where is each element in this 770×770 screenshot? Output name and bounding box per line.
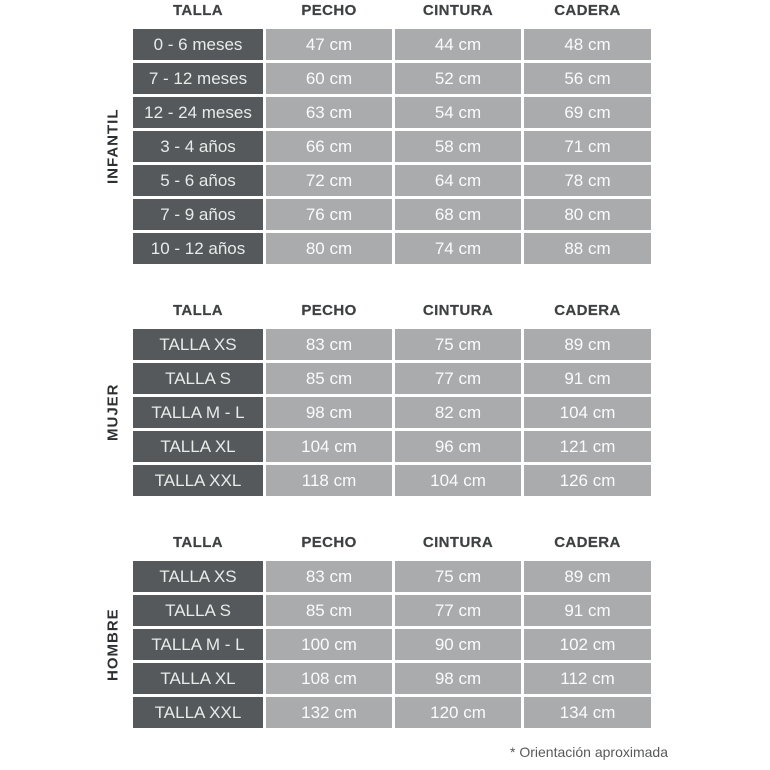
row-label: 0 - 6 meses — [133, 29, 263, 60]
value-cell: 60 cm — [266, 63, 392, 94]
value-cell: 98 cm — [266, 397, 392, 428]
value-cell: 69 cm — [524, 97, 651, 128]
value-cell: 126 cm — [524, 465, 651, 496]
column-header-pecho: PECHO — [301, 534, 357, 551]
value-cell: 75 cm — [395, 561, 521, 592]
value-cell: 63 cm — [266, 97, 392, 128]
value-cell: 118 cm — [266, 465, 392, 496]
value-cell: 54 cm — [395, 97, 521, 128]
column-header-talla: TALLA — [172, 534, 224, 551]
value-cell: 108 cm — [266, 663, 392, 694]
value-cell: 68 cm — [395, 199, 521, 230]
size-section-mujer: TALLA PECHO CINTURA CADERA MUJER TALLA X… — [105, 302, 651, 496]
value-cell: 91 cm — [524, 595, 651, 626]
value-cell: 58 cm — [395, 131, 521, 162]
value-cell: 64 cm — [395, 165, 521, 196]
footnote: * Orientación aproximada — [510, 744, 668, 760]
value-cell: 75 cm — [395, 329, 521, 360]
value-cell: 78 cm — [524, 165, 651, 196]
value-cell: 56 cm — [524, 63, 651, 94]
column-header-cintura: CINTURA — [422, 2, 494, 19]
row-label: TALLA M - L — [133, 397, 263, 428]
size-section-hombre: TALLA PECHO CINTURA CADERA HOMBRE TALLA … — [105, 534, 651, 728]
size-section-infantil: TALLA PECHO CINTURA CADERA INFANTIL 0 - … — [105, 2, 651, 264]
column-header-cintura: CINTURA — [422, 302, 494, 319]
value-cell: 77 cm — [395, 595, 521, 626]
value-cell: 90 cm — [395, 629, 521, 660]
row-label: TALLA M - L — [133, 629, 263, 660]
size-table-hombre: TALLA XS 83 cm 75 cm 89 cm TALLA S 85 cm 77 cm… — [133, 561, 651, 728]
value-cell: 104 cm — [395, 465, 521, 496]
row-label: TALLA XS — [133, 329, 263, 360]
value-cell: 80 cm — [524, 199, 651, 230]
value-cell: 104 cm — [524, 397, 651, 428]
section-label-infantil: INFANTIL — [104, 108, 122, 185]
size-table-mujer: TALLA XS 83 cm 75 cm 89 cm TALLA S 85 cm 77 cm… — [133, 329, 651, 496]
value-cell: 82 cm — [395, 397, 521, 428]
column-header-pecho: PECHO — [301, 302, 357, 319]
value-cell: 83 cm — [266, 329, 392, 360]
value-cell: 71 cm — [524, 131, 651, 162]
row-label: TALLA XL — [133, 431, 263, 462]
value-cell: 91 cm — [524, 363, 651, 394]
value-cell: 112 cm — [524, 663, 651, 694]
value-cell: 47 cm — [266, 29, 392, 60]
row-label: TALLA XL — [133, 663, 263, 694]
value-cell: 83 cm — [266, 561, 392, 592]
size-chart: TALLA PECHO CINTURA CADERA INFANTIL 0 - … — [105, 2, 651, 728]
section-label-hombre: HOMBRE — [104, 608, 122, 681]
value-cell: 85 cm — [266, 595, 392, 626]
value-cell: 74 cm — [395, 233, 521, 264]
value-cell: 102 cm — [524, 629, 651, 660]
row-label: TALLA S — [133, 595, 263, 626]
value-cell: 66 cm — [266, 131, 392, 162]
value-cell: 52 cm — [395, 63, 521, 94]
value-cell: 89 cm — [524, 329, 651, 360]
row-label: TALLA XS — [133, 561, 263, 592]
row-label: 5 - 6 años — [133, 165, 263, 196]
row-label: 3 - 4 años — [133, 131, 263, 162]
column-header-cintura: CINTURA — [422, 534, 494, 551]
value-cell: 77 cm — [395, 363, 521, 394]
row-label: 7 - 12 meses — [133, 63, 263, 94]
size-table-body-wrap: HOMBRE TALLA XS 83 cm 75 cm 89 cm TALLA S 85 … — [105, 561, 651, 728]
column-header-row: TALLA PECHO CINTURA CADERA — [133, 534, 651, 552]
value-cell: 72 cm — [266, 165, 392, 196]
value-cell: 48 cm — [524, 29, 651, 60]
value-cell: 104 cm — [266, 431, 392, 462]
column-header-cadera: CADERA — [554, 2, 621, 19]
column-header-cadera: CADERA — [554, 534, 621, 551]
value-cell: 89 cm — [524, 561, 651, 592]
size-table-infantil: 0 - 6 meses 47 cm 44 cm 48 cm 7 - 12 meses 60… — [133, 29, 651, 264]
value-cell: 88 cm — [524, 233, 651, 264]
column-header-cadera: CADERA — [554, 302, 621, 319]
column-header-talla: TALLA — [172, 302, 224, 319]
row-label: 10 - 12 años — [133, 233, 263, 264]
value-cell: 76 cm — [266, 199, 392, 230]
value-cell: 80 cm — [266, 233, 392, 264]
value-cell: 134 cm — [524, 697, 651, 728]
row-label: 7 - 9 años — [133, 199, 263, 230]
row-label: TALLA XXL — [133, 697, 263, 728]
column-header-row: TALLA PECHO CINTURA CADERA — [133, 2, 651, 20]
column-header-pecho: PECHO — [301, 2, 357, 19]
row-label: TALLA S — [133, 363, 263, 394]
value-cell: 132 cm — [266, 697, 392, 728]
value-cell: 98 cm — [395, 663, 521, 694]
value-cell: 120 cm — [395, 697, 521, 728]
size-table-body-wrap: MUJER TALLA XS 83 cm 75 cm 89 cm TALLA S 85 c… — [105, 329, 651, 496]
column-header-talla: TALLA — [172, 2, 224, 19]
section-label-mujer: MUJER — [104, 383, 122, 442]
size-table-body-wrap: INFANTIL 0 - 6 meses 47 cm 44 cm 48 cm 7 - 1… — [105, 29, 651, 264]
value-cell: 44 cm — [395, 29, 521, 60]
column-header-row: TALLA PECHO CINTURA CADERA — [133, 302, 651, 320]
row-label: 12 - 24 meses — [133, 97, 263, 128]
row-label: TALLA XXL — [133, 465, 263, 496]
value-cell: 121 cm — [524, 431, 651, 462]
value-cell: 100 cm — [266, 629, 392, 660]
value-cell: 85 cm — [266, 363, 392, 394]
value-cell: 96 cm — [395, 431, 521, 462]
